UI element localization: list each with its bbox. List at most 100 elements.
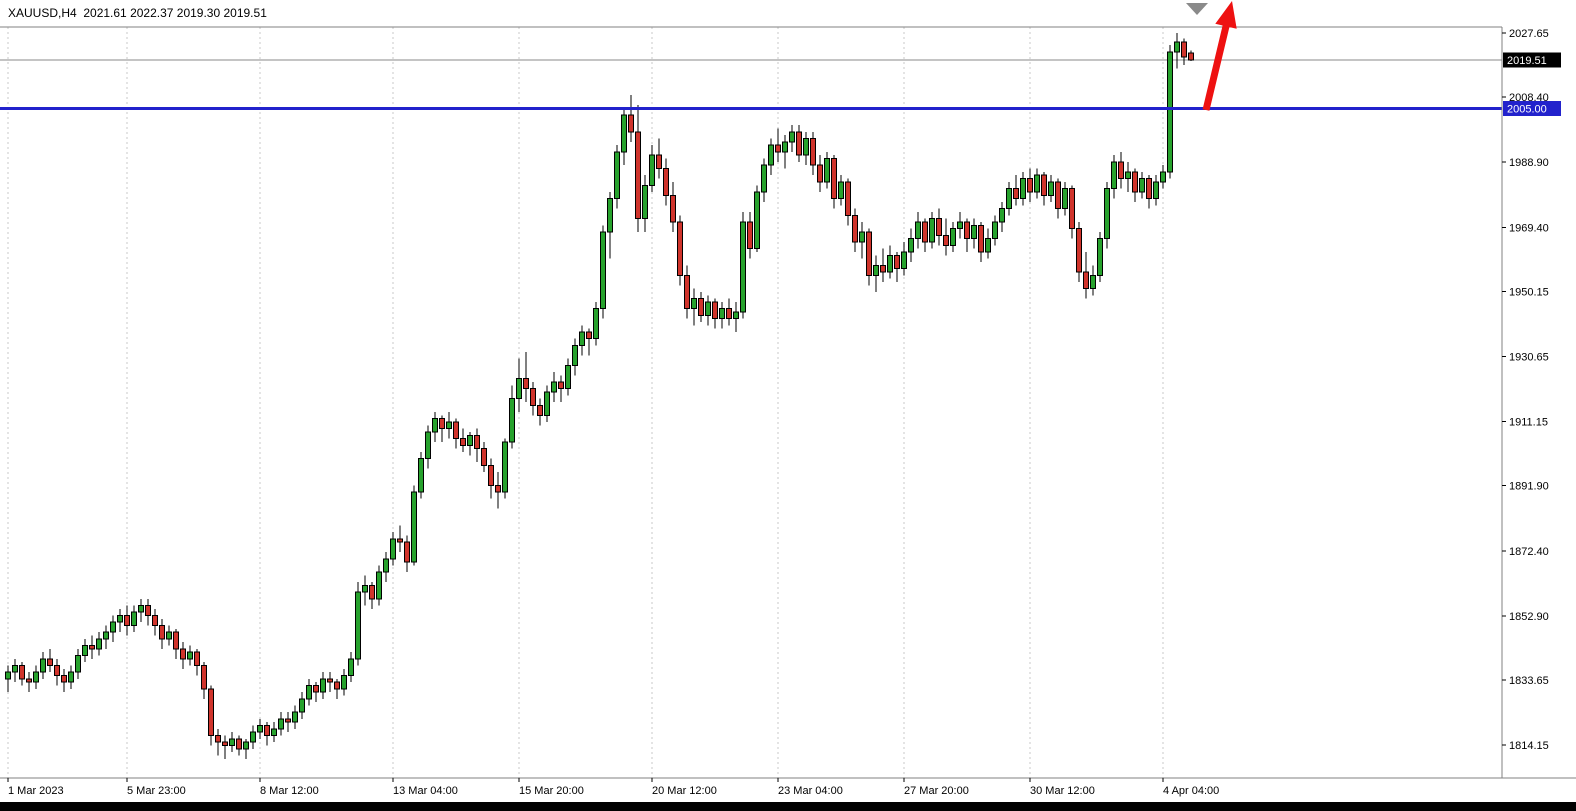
candle-body <box>992 221 998 240</box>
candle-body <box>26 678 32 683</box>
candle-body <box>600 231 606 310</box>
price-axis-label: 1852.90 <box>1509 611 1549 623</box>
candle-body <box>705 301 711 316</box>
candle-body <box>12 665 18 673</box>
candle-body <box>82 645 88 656</box>
candle-body <box>656 154 662 170</box>
candle-body <box>355 591 361 660</box>
candle-body <box>397 538 403 543</box>
candle-body <box>33 671 39 683</box>
candle-body <box>411 491 417 563</box>
candle-body <box>670 194 676 223</box>
candle-body <box>607 198 613 233</box>
price-axis-label: 1950.15 <box>1509 287 1549 299</box>
candle-body <box>642 184 648 220</box>
candle-body <box>929 218 935 243</box>
candle-body <box>859 231 865 243</box>
candle-body <box>292 711 298 723</box>
candle-body <box>586 331 592 340</box>
candle-body <box>243 741 249 750</box>
candle-body <box>495 484 501 493</box>
candle-body <box>1013 188 1019 200</box>
bid-price-badge-label: 2019.51 <box>1507 55 1547 67</box>
bid-price-badge <box>1503 52 1561 68</box>
candle-body <box>950 228 956 246</box>
candle-body <box>89 645 95 650</box>
candle-body <box>803 138 809 156</box>
candle-body <box>691 298 697 310</box>
candle-body <box>978 224 984 253</box>
candle-body <box>551 381 557 393</box>
candle-body <box>719 308 725 320</box>
candle-body <box>649 154 655 186</box>
price-axis-label: 1969.40 <box>1509 222 1549 234</box>
candle-body <box>761 164 767 193</box>
candle-body <box>61 675 67 683</box>
candle-body <box>1069 188 1075 230</box>
price-axis-label: 1988.90 <box>1509 157 1549 169</box>
candle-body <box>110 621 116 633</box>
time-axis-label: 23 Mar 04:00 <box>778 785 843 797</box>
candle-body <box>425 431 431 460</box>
candle-body <box>579 331 585 346</box>
candle-body <box>775 144 781 153</box>
price-axis[interactable] <box>1503 0 1576 802</box>
candle-body <box>1097 238 1103 276</box>
candle-body <box>698 298 704 316</box>
candle-body <box>467 434 473 446</box>
candle-body <box>103 631 109 640</box>
price-axis-label: 1911.15 <box>1509 417 1548 429</box>
candle-body <box>852 214 858 243</box>
candle-body <box>754 191 760 250</box>
candle-body <box>390 538 396 560</box>
candle-body <box>1076 228 1082 273</box>
candle-body <box>460 438 466 446</box>
candle-body <box>341 675 347 690</box>
candle-body <box>313 685 319 693</box>
candle-body <box>537 404 543 416</box>
price-axis-label: 1930.65 <box>1509 352 1549 364</box>
candle-body <box>516 378 522 400</box>
trend-arrow-annotation[interactable] <box>1202 1 1237 111</box>
candle-body <box>40 658 46 673</box>
time-axis-label: 30 Mar 12:00 <box>1030 785 1095 797</box>
candle-body <box>810 138 816 166</box>
candle-body <box>558 381 564 390</box>
candle-body <box>1167 51 1173 173</box>
candle-body <box>131 611 137 626</box>
time-axis-label: 5 Mar 23:00 <box>127 785 186 797</box>
candle-body <box>348 658 354 676</box>
price-axis-label: 1814.15 <box>1509 740 1549 752</box>
candle-body <box>565 364 571 390</box>
candle-body <box>369 584 375 600</box>
candle-body <box>453 421 459 440</box>
candle-body <box>152 615 158 626</box>
price-axis-label: 1891.90 <box>1509 481 1549 493</box>
candle-body <box>1139 178 1145 193</box>
candle-body <box>523 378 529 390</box>
candle-body <box>180 648 186 660</box>
candle-body <box>124 615 130 626</box>
candle-body <box>964 221 970 240</box>
candle-body <box>54 665 60 676</box>
candle-body <box>684 274 690 310</box>
candle-body <box>544 391 550 416</box>
time-axis-label: 1 Mar 2023 <box>8 785 64 797</box>
shift-marker-icon[interactable] <box>1186 3 1208 15</box>
time-axis[interactable] <box>0 779 1576 802</box>
candle-body <box>1181 41 1187 58</box>
candle-body <box>866 231 872 276</box>
ohlc-info: XAUUSD,H4 2021.61 2022.37 2019.30 2019.5… <box>8 6 267 20</box>
candle-body <box>817 164 823 183</box>
time-axis-label: 13 Mar 04:00 <box>393 785 458 797</box>
candle-body <box>187 651 193 660</box>
candle-body <box>1027 178 1033 193</box>
candle-body <box>432 418 438 433</box>
candle-body <box>1111 161 1117 190</box>
candle-body <box>208 688 214 736</box>
candle-body <box>236 738 242 750</box>
candle-body <box>572 344 578 366</box>
candle-body <box>194 651 200 666</box>
candle-body <box>383 558 389 573</box>
